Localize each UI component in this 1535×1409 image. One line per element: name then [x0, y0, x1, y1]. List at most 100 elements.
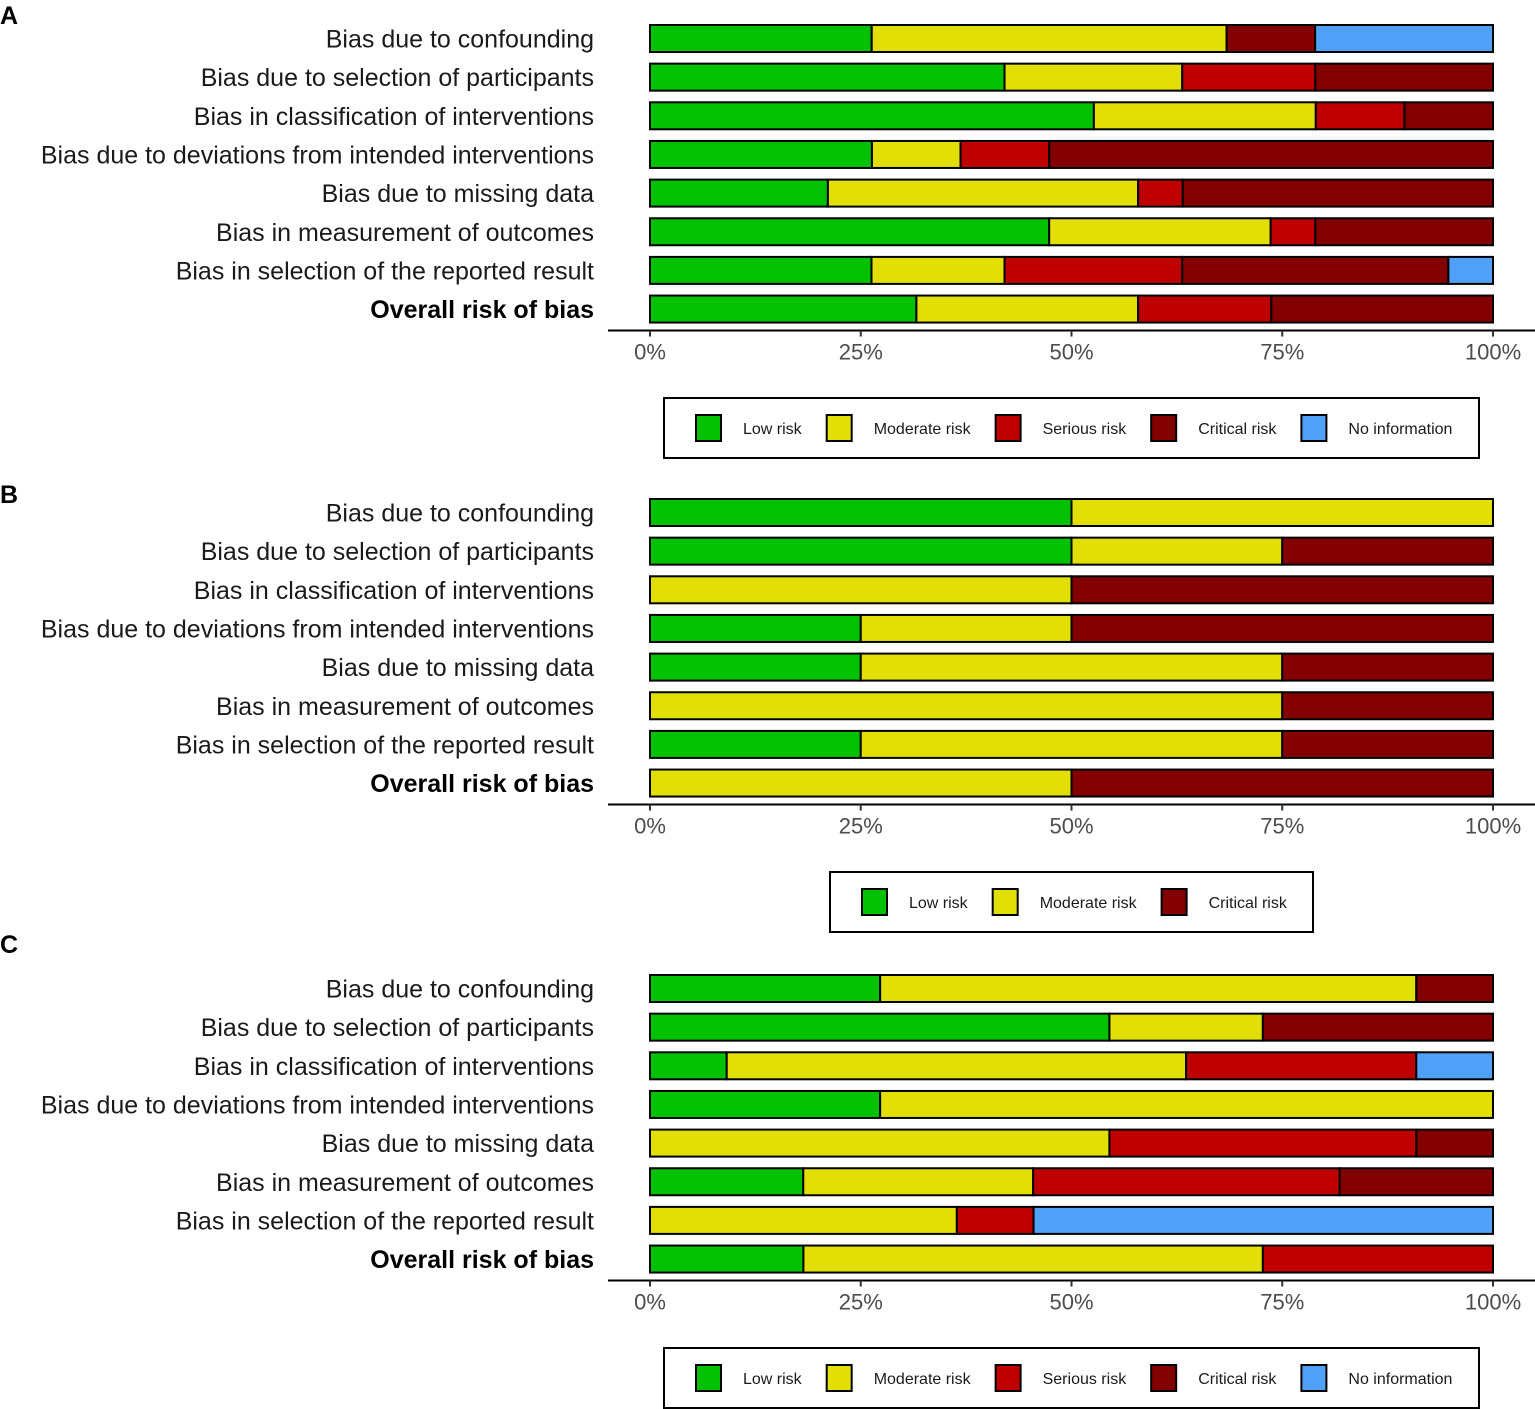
panel-a-row-label-bias-in-measurement-of-outcomes: Bias in measurement of outcomes: [216, 219, 594, 247]
panel-a-row-label-bias-due-to-confounding: Bias due to confounding: [326, 26, 594, 54]
panel-a-legend-swatch-low-risk: [695, 414, 722, 442]
panel-c-legend-swatch-no-information: [1300, 1364, 1328, 1392]
panel-a-bar-bias-due-to-missing-data-serious-risk: [1137, 178, 1184, 208]
panel-b: B Bias due to confounding Bias due to sele…: [0, 481, 1535, 933]
panel-a-legend-label-moderate-risk: Moderate risk: [874, 421, 972, 438]
panel-a-bar-bias-in-classification-of-interventions-low-risk: [649, 101, 1095, 131]
panel-c-row-label-bias-due-to-deviations-from-intended-interventions: Bias due to deviations from intended int…: [41, 1091, 594, 1119]
panel-a-legend-label-serious-risk: Serious risk: [1043, 421, 1128, 438]
panel-b-legend-label-critical-risk: Critical risk: [1209, 895, 1288, 912]
panel-b-x-tick-label-4: 100%: [1465, 814, 1521, 839]
panel-a: A Bias due to confounding Bias due to sele…: [0, 2, 1535, 459]
panel-c-letter: C: [0, 931, 18, 959]
panel-c-x-tick-label-0: 0%: [634, 1290, 666, 1315]
panel-b-x-tick-label-0: 0%: [634, 814, 666, 839]
panel-a-bar-overall-risk-of-bias-moderate-risk: [915, 294, 1140, 324]
panel-c-row-label-bias-due-to-missing-data: Bias due to missing data: [322, 1130, 594, 1158]
panel-c-bar-overall-risk-of-bias-serious-risk: [1261, 1244, 1494, 1274]
panel-a-row-label-bias-in-selection-of-the-reported-result: Bias in selection of the reported result: [176, 257, 594, 285]
panel-b-bar-bias-in-selection-of-the-reported-result-low-risk: [649, 729, 862, 759]
panel-c-legend-swatch-moderate-risk: [825, 1364, 853, 1392]
panel-b-bar-bias-in-classification-of-interventions-moderate-risk: [649, 575, 1073, 605]
panel-c-bar-bias-due-to-confounding-moderate-risk: [879, 974, 1418, 1003]
panel-c-legend: Low risk Moderate risk Serious risk Critica…: [663, 1347, 1480, 1409]
panel-c-bar-bias-due-to-selection-of-participants-critical-risk: [1261, 1012, 1494, 1042]
panel-b-bar-bias-due-to-confounding-moderate-risk: [1070, 498, 1494, 527]
panel-a-legend-swatch-serious-risk: [994, 414, 1022, 442]
panel-c-x-tick-label-4: 100%: [1465, 1290, 1521, 1315]
panel-a-row-label-bias-due-to-deviations-from-intended-interventions: Bias due to deviations from intended int…: [41, 141, 594, 169]
panel-c-bar-bias-in-measurement-of-outcomes-critical-risk: [1338, 1167, 1495, 1197]
panel-a-bar-bias-due-to-confounding-moderate-risk: [870, 24, 1228, 53]
panel-a-row-label-overall-risk-of-bias: Overall risk of bias: [370, 296, 594, 324]
panel-b-row-label-overall-risk-of-bias: Overall risk of bias: [370, 770, 594, 798]
panel-a-legend-label-critical-risk: Critical risk: [1198, 421, 1277, 438]
panel-b-bar-bias-due-to-selection-of-participants-critical-risk: [1281, 536, 1494, 566]
panel-b-x-tick-label-1: 25%: [839, 814, 883, 839]
panel-c-bar-bias-due-to-confounding-critical-risk: [1415, 974, 1494, 1003]
panel-a-bar-bias-in-measurement-of-outcomes-low-risk: [649, 217, 1051, 247]
panel-c-row-label-bias-in-classification-of-interventions: Bias in classification of interventions: [194, 1053, 594, 1081]
panel-a-bar-bias-in-selection-of-the-reported-result-low-risk: [649, 255, 873, 285]
panel-a-bar-bias-due-to-missing-data-low-risk: [649, 178, 829, 208]
panel-c-bar-bias-in-measurement-of-outcomes-serious-risk: [1032, 1167, 1341, 1197]
panel-a-bar-bias-in-selection-of-the-reported-result-critical-risk: [1181, 255, 1450, 285]
panel-b-bar-bias-due-to-deviations-from-intended-interventions-critical-risk: [1070, 613, 1494, 643]
panel-b-bar-bias-due-to-missing-data-moderate-risk: [859, 652, 1284, 682]
panel-b-row-label-bias-in-selection-of-the-reported-result: Bias in selection of the reported result: [176, 731, 594, 759]
panel-c-bar-bias-due-to-missing-data-moderate-risk: [649, 1128, 1111, 1158]
panel-b-bar-bias-in-measurement-of-outcomes-moderate-risk: [649, 691, 1284, 721]
panel-b-bar-bias-due-to-missing-data-low-risk: [649, 652, 862, 682]
panel-b-legend-label-moderate-risk: Moderate risk: [1040, 895, 1138, 912]
panel-c-legend-box: [663, 1347, 1480, 1409]
panel-a-legend-swatch-critical-risk: [1150, 414, 1178, 442]
panel-b-bar-bias-in-selection-of-the-reported-result-moderate-risk: [859, 729, 1284, 759]
panel-c-legend-swatch-critical-risk: [1150, 1364, 1178, 1392]
panel-a-row-label-bias-due-to-selection-of-participants: Bias due to selection of participants: [201, 64, 594, 92]
panel-c-legend-swatch-low-risk: [695, 1364, 722, 1392]
panel-c-legend-swatch-serious-risk: [994, 1364, 1022, 1392]
panel-a-row-label-bias-in-classification-of-interventions: Bias in classification of interventions: [194, 103, 594, 131]
panel-c-bar-bias-due-to-selection-of-participants-moderate-risk: [1108, 1012, 1264, 1042]
panel-a-bar-overall-risk-of-bias-serious-risk: [1137, 294, 1273, 324]
panel-b-legend: Low risk Moderate risk Critical risk: [829, 871, 1314, 933]
panel-a-bar-bias-due-to-selection-of-participants-serious-risk: [1181, 62, 1317, 92]
panel-b-bar-bias-due-to-missing-data-critical-risk: [1281, 652, 1494, 682]
panel-a-bar-bias-in-classification-of-interventions-critical-risk: [1403, 101, 1494, 131]
panel-a-x-tick-label-0: 0%: [634, 340, 666, 365]
panel-c-row-label-bias-in-selection-of-the-reported-result: Bias in selection of the reported result: [176, 1207, 594, 1235]
panel-a-bar-bias-due-to-missing-data-critical-risk: [1181, 178, 1494, 208]
panel-c-bar-bias-in-measurement-of-outcomes-low-risk: [649, 1167, 805, 1197]
panel-b-legend-swatch-critical-risk: [1160, 888, 1188, 916]
panel-b-bar-bias-in-classification-of-interventions-critical-risk: [1070, 575, 1494, 605]
panel-a-legend-label-low-risk: Low risk: [743, 421, 803, 438]
panel-b-legend-label-low-risk: Low risk: [909, 895, 969, 912]
panel-c-bar-bias-in-classification-of-interventions-serious-risk: [1185, 1051, 1418, 1081]
panel-c-bar-bias-in-measurement-of-outcomes-moderate-risk: [802, 1167, 1035, 1197]
panel-a-bar-bias-in-classification-of-interventions-serious-risk: [1314, 101, 1406, 131]
panel-b-row-label-bias-in-measurement-of-outcomes: Bias in measurement of outcomes: [216, 693, 594, 721]
panel-a-x-tick-label-2: 50%: [1049, 340, 1093, 365]
panel-b-row-label-bias-due-to-missing-data: Bias due to missing data: [322, 654, 594, 682]
panel-a-bar-overall-risk-of-bias-critical-risk: [1270, 294, 1495, 324]
panel-a-legend-box: [663, 397, 1480, 459]
panel-c-bar-overall-risk-of-bias-low-risk: [649, 1244, 805, 1274]
panel-a-letter: A: [0, 2, 18, 30]
panel-b-legend-swatch-moderate-risk: [991, 888, 1019, 916]
panel-b-row-label-bias-due-to-selection-of-participants: Bias due to selection of participants: [201, 538, 594, 566]
panel-c-bar-bias-due-to-missing-data-critical-risk: [1415, 1128, 1494, 1158]
panel-c-bar-bias-in-classification-of-interventions-no-information: [1415, 1051, 1494, 1081]
panel-c-bar-bias-due-to-confounding-low-risk: [649, 974, 882, 1003]
panel-c-legend-label-moderate-risk: Moderate risk: [874, 1371, 972, 1388]
panel-a-bar-bias-due-to-deviations-from-intended-interventions-critical-risk: [1048, 139, 1495, 169]
panel-a-bar-bias-due-to-confounding-no-information: [1314, 24, 1494, 53]
panel-a-bar-bias-in-measurement-of-outcomes-critical-risk: [1314, 217, 1494, 247]
panel-a-bar-bias-in-selection-of-the-reported-result-no-information: [1447, 255, 1494, 285]
panel-a-x-tick-label-1: 25%: [839, 340, 883, 365]
panel-c-x-tick-label-2: 50%: [1049, 1290, 1093, 1315]
panel-c-legend-label-low-risk: Low risk: [743, 1371, 803, 1388]
panel-c-row-label-bias-due-to-confounding: Bias due to confounding: [326, 976, 594, 1004]
panel-b-bar-bias-due-to-selection-of-participants-low-risk: [649, 536, 1073, 566]
panel-a-bar-bias-in-measurement-of-outcomes-serious-risk: [1269, 217, 1317, 247]
